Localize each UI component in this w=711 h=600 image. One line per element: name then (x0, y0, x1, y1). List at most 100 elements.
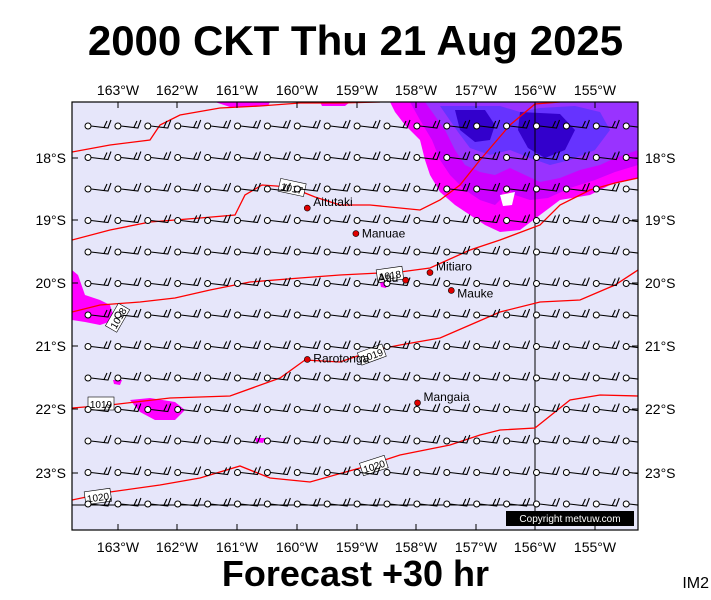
lon-label-top-157: 157°W (455, 82, 498, 98)
wind-barb (204, 277, 232, 287)
lon-labels-top: 163°W 162°W 161°W 160°W 159°W 158°W 157°… (97, 82, 617, 98)
wind-barb (234, 308, 262, 319)
wind-barb (234, 340, 262, 350)
wind-barb (84, 434, 112, 445)
wind-barb (234, 497, 262, 508)
wind-barb (114, 466, 142, 476)
wind-barb (234, 119, 262, 130)
wind-barb (562, 214, 590, 224)
lat-label-right-21: 21°S (645, 338, 676, 354)
wind-barb (622, 311, 638, 319)
wind-barb (533, 497, 561, 508)
lat-label-right-19: 19°S (645, 212, 676, 228)
wind-barb (174, 151, 202, 161)
wind-barb (562, 497, 590, 508)
place-dot-mitiaro (426, 269, 434, 276)
wind-barb (562, 277, 590, 287)
wind-barb (263, 182, 291, 193)
wind-barb (174, 245, 202, 256)
wind-barb (84, 245, 112, 256)
wind-barb (353, 434, 381, 445)
wind-barb (234, 277, 262, 287)
wind-barb (174, 182, 202, 193)
wind-barb (144, 245, 172, 256)
lat-label-left-18: 18°S (35, 150, 66, 166)
wind-barb (592, 277, 620, 287)
wind-barb (592, 340, 620, 350)
wind-barb (114, 434, 142, 445)
wind-barb (204, 151, 232, 161)
wind-barb (114, 151, 142, 161)
wind-barb (383, 245, 411, 256)
wind-barb (503, 434, 531, 445)
place-label-mauke: Mauke (457, 286, 493, 300)
wind-barb (353, 182, 381, 193)
wind-barb (383, 403, 411, 413)
wind-barb (234, 182, 262, 193)
lon-label-bottom-162: 162°W (156, 539, 199, 555)
wind-barb (533, 277, 561, 287)
wind-barb (144, 151, 172, 161)
place-label-mangaia: Mangaia (424, 390, 470, 404)
wind-barb (383, 151, 411, 161)
place-dot-manuae (352, 230, 360, 237)
wind-barb (323, 277, 351, 287)
wind-barb (562, 119, 590, 130)
wind-barb (174, 277, 202, 287)
wind-barb (144, 371, 172, 382)
wind-barb (533, 151, 561, 161)
wind-barb (263, 277, 291, 287)
wind-barb (533, 308, 561, 319)
lat-label-left-22: 22°S (35, 401, 66, 417)
wind-barb (592, 214, 620, 224)
wind-barb (234, 245, 262, 256)
wind-barb (263, 308, 291, 319)
place-label-mitiaro: Mitiaro (436, 260, 472, 274)
wind-barb (503, 214, 531, 224)
wind-barb (293, 340, 321, 350)
wind-barb (323, 245, 351, 256)
wind-barb (84, 151, 112, 161)
wind-barb (353, 214, 381, 224)
wind-barb (592, 497, 620, 508)
wind-barb (592, 119, 620, 130)
copyright-text: Copyright metvuw.com (519, 514, 620, 525)
wind-barb (204, 214, 232, 224)
wind-barb (263, 403, 291, 413)
image-code: IM2 (682, 575, 709, 592)
wind-barb (204, 403, 232, 413)
wind-barb (353, 403, 381, 413)
wind-barb (443, 182, 471, 193)
wind-barb (473, 308, 501, 319)
lon-label-top-159: 159°W (336, 82, 379, 98)
place-label-aitutaki: Aitutaki (313, 195, 352, 209)
map-title: 2000 CKT Thu 21 Aug 2025 (87, 17, 624, 64)
wind-barb (174, 371, 202, 382)
wind-barb (533, 340, 561, 350)
wind-barb (144, 403, 172, 413)
wind-barb (503, 151, 531, 161)
wind-barb (323, 497, 351, 508)
wind-barb (353, 151, 381, 161)
wind-barb (443, 308, 471, 319)
wind-barb (174, 119, 202, 130)
wind-barb (383, 497, 411, 508)
wind-barb (533, 119, 561, 130)
wind-barb (622, 280, 638, 287)
wind-barb (353, 497, 381, 508)
wind-barb (443, 245, 471, 256)
wind-barb (293, 434, 321, 445)
wind-barb (622, 343, 638, 350)
wind-barb (413, 214, 441, 224)
wind-barb (533, 403, 561, 413)
wind-barb (503, 466, 531, 476)
lon-ticks-top (72, 102, 638, 530)
wind-barb (413, 340, 441, 350)
wind-barb (473, 371, 501, 382)
wind-barb (263, 245, 291, 256)
wind-barb (234, 403, 262, 413)
wind-barb (562, 151, 590, 161)
wind-barbs (84, 119, 638, 508)
wind-barb (323, 182, 351, 193)
wind-barb (473, 214, 501, 224)
